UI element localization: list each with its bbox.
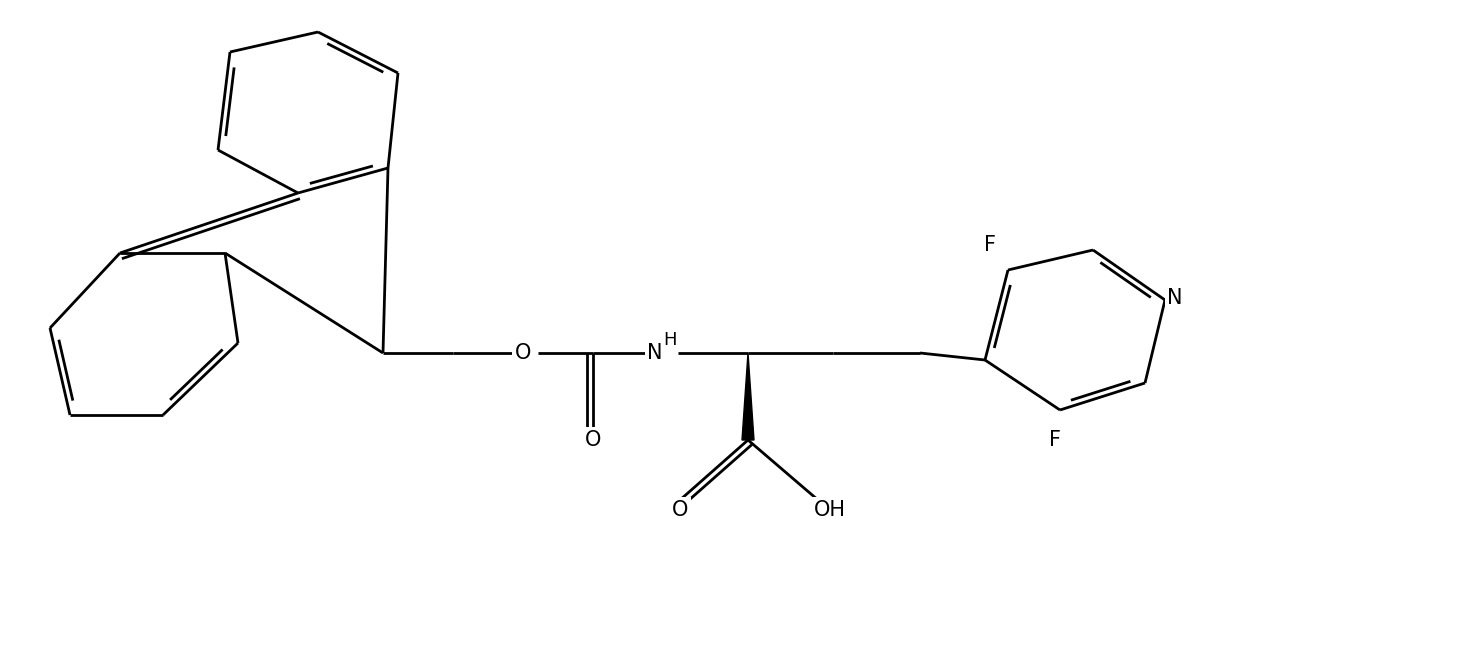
Text: H: H xyxy=(663,331,677,349)
Text: F: F xyxy=(984,235,996,255)
Text: OH: OH xyxy=(813,500,846,520)
Text: N: N xyxy=(648,343,663,363)
Polygon shape xyxy=(742,353,754,440)
Text: O: O xyxy=(584,430,601,450)
Text: N: N xyxy=(1168,288,1182,308)
Text: O: O xyxy=(672,500,688,520)
Text: F: F xyxy=(1049,430,1061,450)
Text: O: O xyxy=(515,343,531,363)
